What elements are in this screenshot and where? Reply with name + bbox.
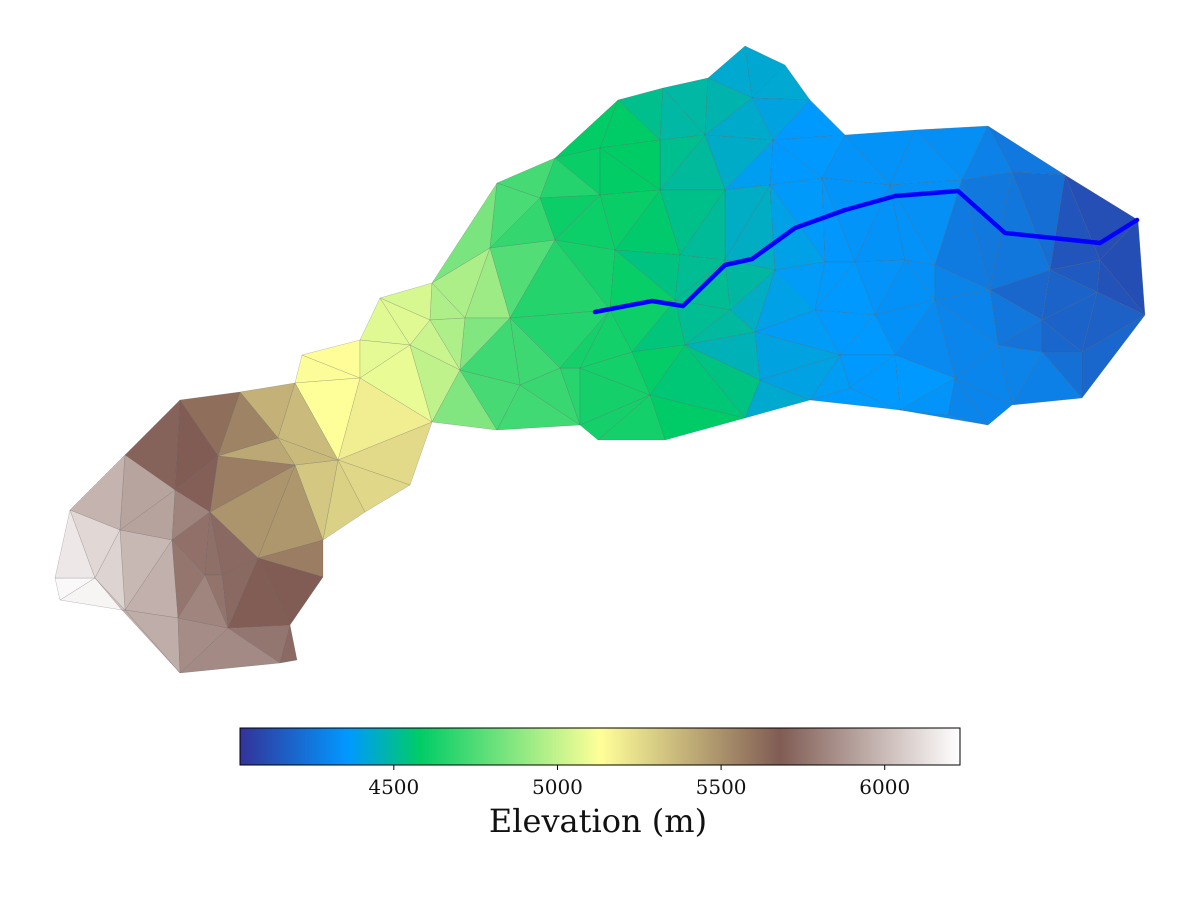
mesh-triangle: [124, 609, 181, 674]
colorbar-label: Elevation (m): [489, 802, 707, 840]
mesh-triangle: [849, 354, 901, 411]
stream-channel-line: [592, 188, 1140, 315]
mesh-triangle: [94, 529, 126, 611]
mesh-triangle: [204, 574, 229, 629]
mesh-triangle: [947, 377, 989, 426]
mesh-triangle: [1041, 351, 1083, 399]
mesh-triangle: [277, 382, 339, 461]
mesh-triangle: [579, 351, 651, 396]
colorbar-tick-label: 5000: [532, 775, 583, 799]
colorbar: 4500 5000 5500 6000 Elevation (m): [239, 727, 961, 840]
colorbar-tick-label: 4500: [368, 775, 419, 799]
colorbar-tick-label: 5500: [696, 775, 747, 799]
mesh-triangle: [459, 317, 521, 386]
colorbar-ticks: 4500 5000 5500 6000: [368, 765, 910, 799]
colorbar-gradient: [239, 727, 961, 766]
colorbar-tick-label: 6000: [859, 775, 910, 799]
triangular-mesh: [54, 45, 1146, 674]
mesh-triangle: [337, 459, 411, 513]
